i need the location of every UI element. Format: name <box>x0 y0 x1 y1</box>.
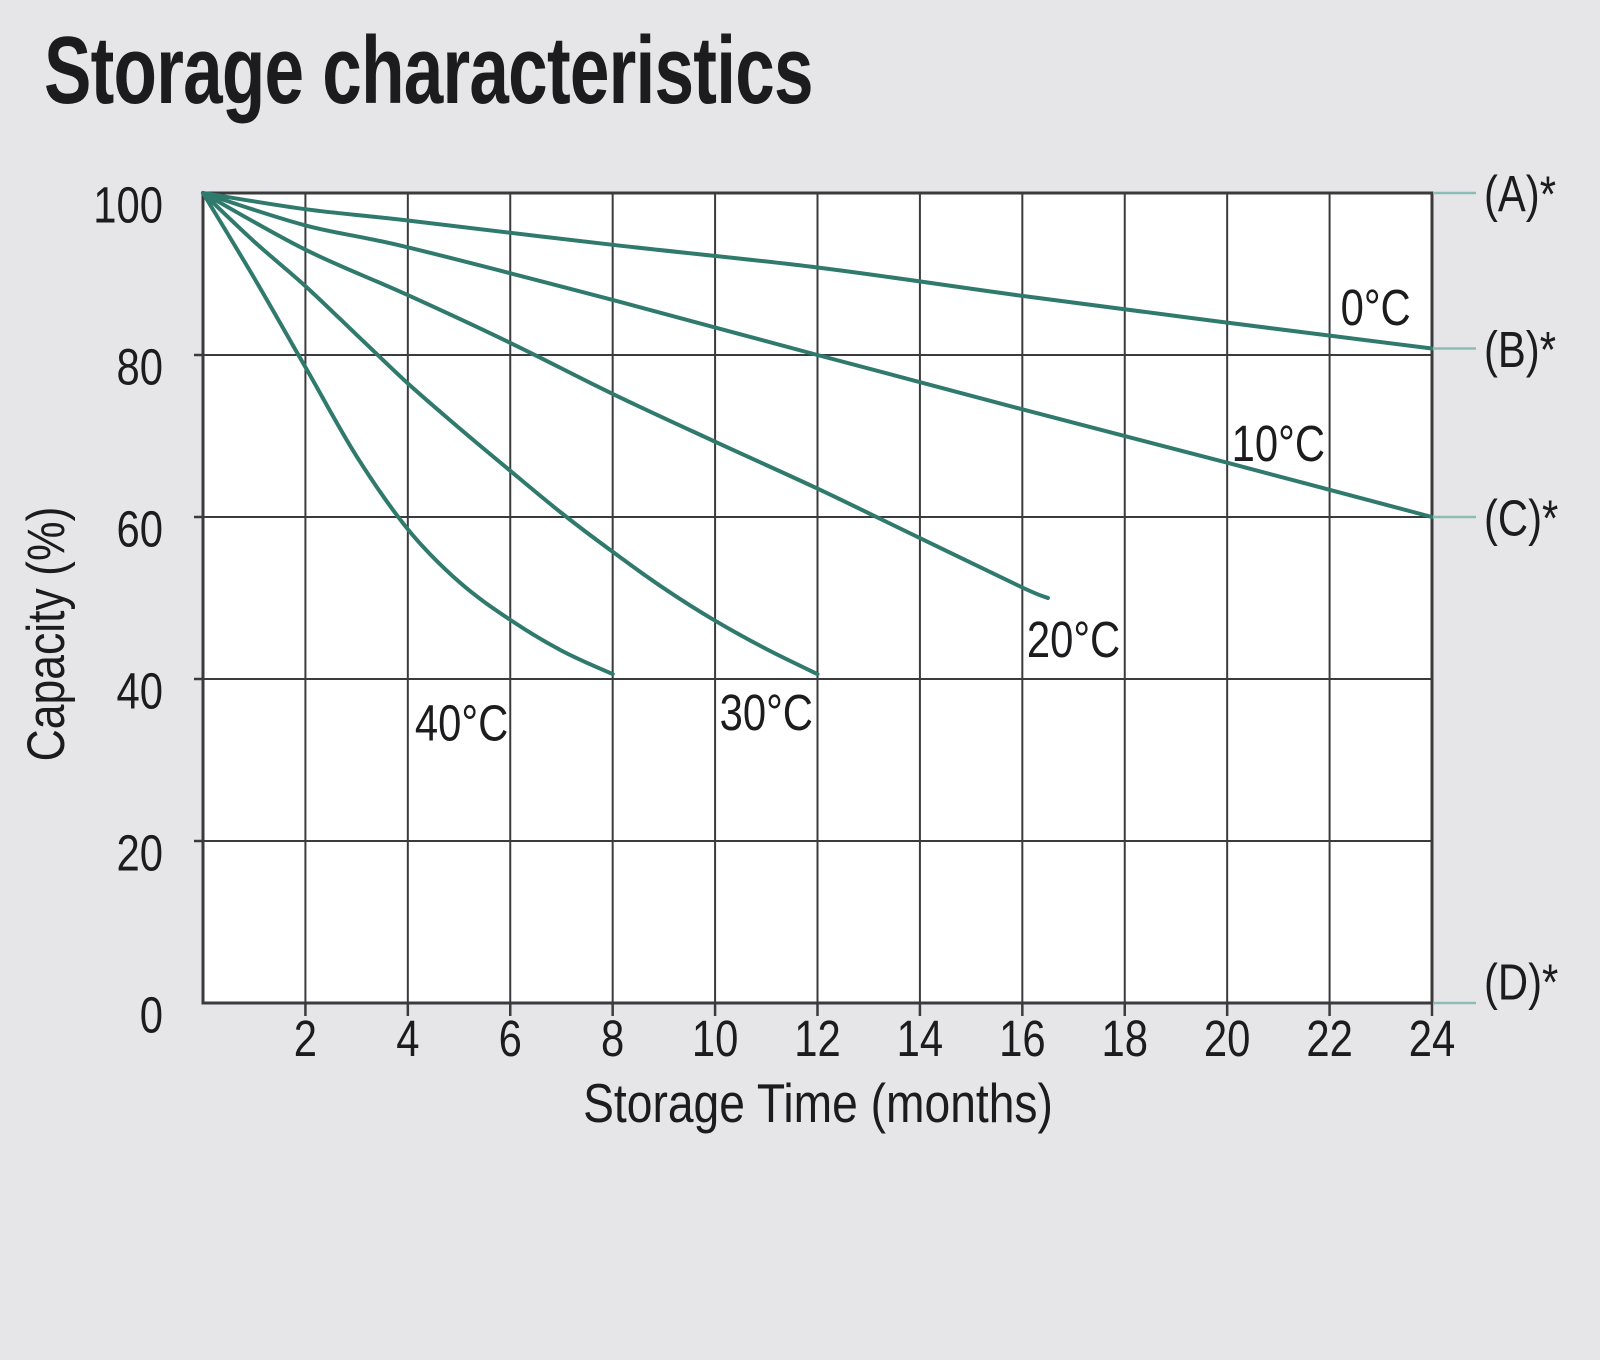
series-30c-curve <box>201 191 820 677</box>
annotation-a-label: (A)* <box>1484 165 1556 222</box>
annotation-b-label: (B)* <box>1484 321 1556 378</box>
series-0c-curve <box>201 191 1434 351</box>
x-tick-label: 8 <box>601 1010 624 1067</box>
series-40c-label: 40°C <box>415 694 508 751</box>
x-tick-label: 2 <box>294 1010 317 1067</box>
x-tick-label: 22 <box>1306 1010 1353 1067</box>
x-tick-label: 18 <box>1101 1010 1148 1067</box>
y-tick-label: 60 <box>116 500 163 557</box>
page-title: Storage characteristics <box>44 17 813 124</box>
annotation-c-label: (C)* <box>1484 489 1558 546</box>
x-tick-label: 4 <box>396 1010 419 1067</box>
series-30c-label: 30°C <box>720 684 813 741</box>
series-20c-curve <box>201 191 1050 600</box>
annotation-d-label: (D)* <box>1484 953 1558 1010</box>
y-axis-title: Capacity (%) <box>17 507 75 762</box>
x-tick-label: 24 <box>1409 1010 1456 1067</box>
plot-border <box>201 191 1434 1005</box>
y-tick-label: 20 <box>116 824 163 881</box>
x-tick-label: 20 <box>1204 1010 1251 1067</box>
chart-render-layer: 2 4 6 8 10 12 14 16 18 20 22 240204060801000°C10°C2… <box>93 165 1558 1067</box>
y-tick-label: 80 <box>116 338 163 395</box>
x-tick-label: 12 <box>794 1010 841 1067</box>
y-tick-label: 100 <box>93 176 163 233</box>
series-10c-curve <box>201 191 1434 519</box>
series-0c-label: 0°C <box>1341 279 1411 336</box>
y-tick-label: 40 <box>116 662 163 719</box>
series-40c-curve <box>201 191 615 677</box>
x-tick-label: 16 <box>999 1010 1046 1067</box>
x-tick-label: 6 <box>499 1010 522 1067</box>
y-tick-label: 0 <box>140 986 163 1043</box>
x-axis-title: Storage Time (months) <box>583 1072 1053 1134</box>
x-tick-label: 10 <box>692 1010 739 1067</box>
x-tick-label: 14 <box>897 1010 944 1067</box>
series-10c-label: 10°C <box>1232 415 1325 472</box>
series-20c-label: 20°C <box>1027 611 1120 668</box>
